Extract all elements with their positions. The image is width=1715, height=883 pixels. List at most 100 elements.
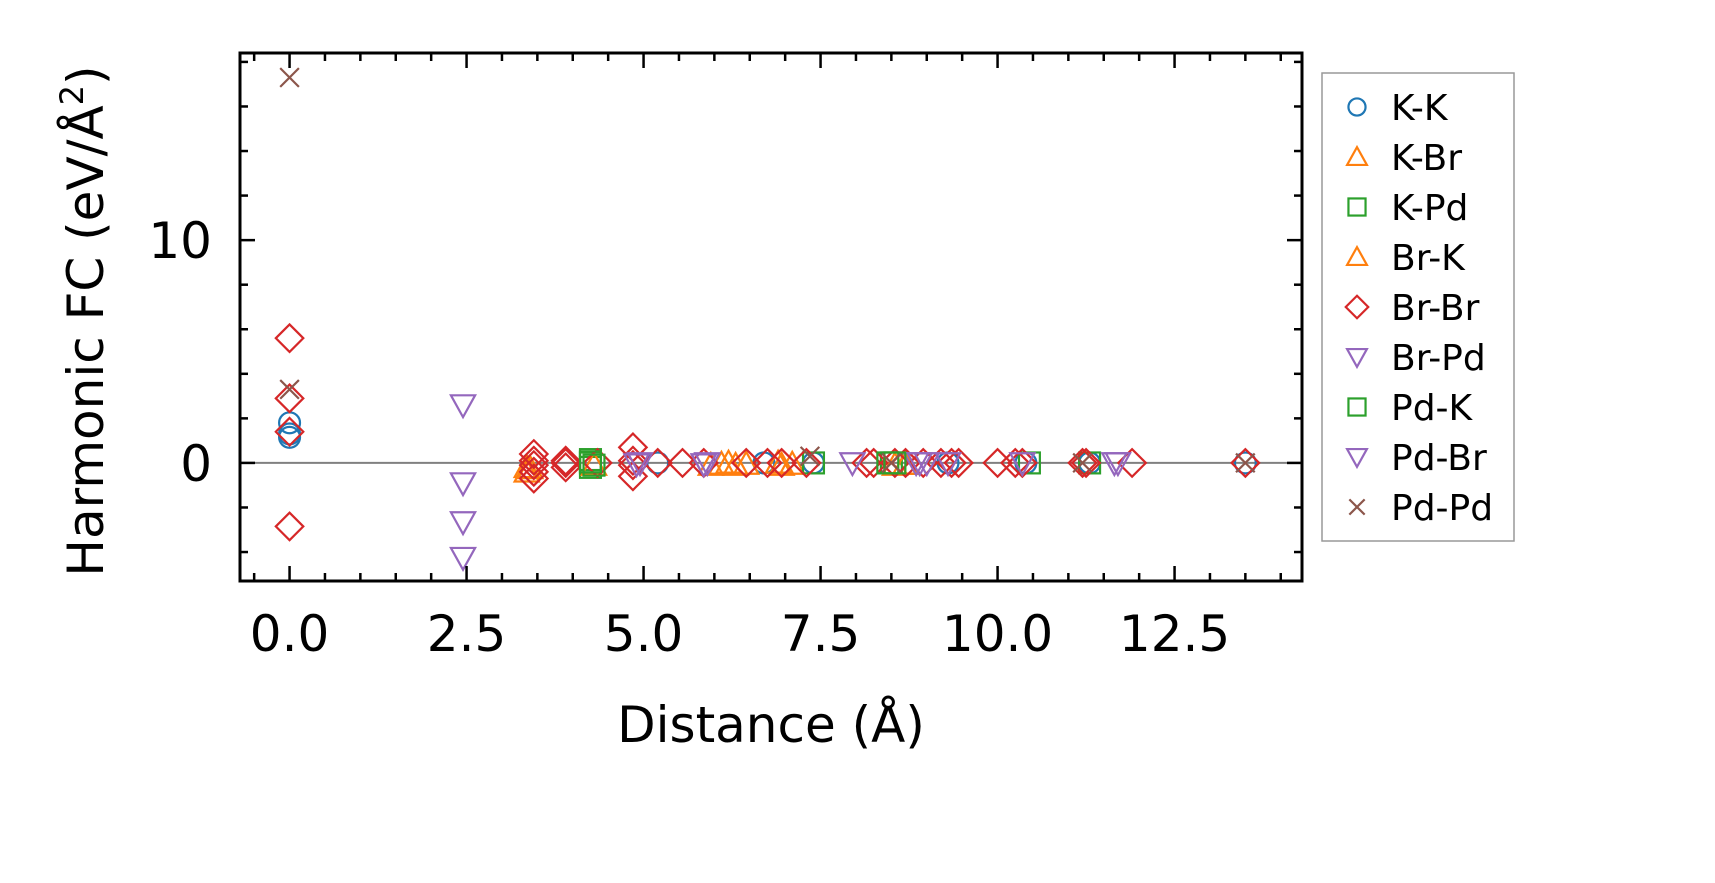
y-axis-title-main: Harmonic FC (eV/Å (57, 105, 115, 576)
data-point-pd-pd (279, 379, 300, 400)
data-point-k-br (721, 450, 750, 476)
data-point-k-br (767, 450, 796, 476)
data-point-k-br (778, 449, 807, 475)
data-point-br-br (943, 447, 974, 479)
data-point-k-k (278, 425, 302, 449)
data-point-br-br (518, 463, 550, 494)
legend-item-br-br: Br-Br (1344, 288, 1480, 329)
series-pd-k (578, 450, 907, 477)
x-tick-label: 5.0 (604, 605, 684, 663)
data-point-pd-pd-stroke (1235, 452, 1256, 474)
legend-item-k-br: K-Br (1345, 138, 1462, 179)
legend-item-pd-br: Pd-Br (1345, 438, 1487, 479)
data-point-br-br (617, 449, 649, 481)
data-point-pd-k (883, 451, 907, 475)
series-br-br (274, 322, 1261, 542)
data-point-pd-pd-stroke (1072, 452, 1093, 474)
data-point-br-pd (449, 546, 477, 572)
data-point-br-br (274, 383, 305, 414)
data-point-pd-pd (279, 67, 300, 88)
legend-item-k-k: K-K (1347, 88, 1449, 129)
series-pd-pd (279, 67, 1256, 474)
tick-labels: 0.0 2.5 5.0 7.5 10.0 12.5 0 10 (148, 212, 1230, 663)
legend-marker-k-k (1347, 97, 1367, 117)
data-point-br-br (518, 449, 550, 481)
data-point-pd-pd-stroke (881, 452, 902, 474)
data-point-pd-pd-stroke (279, 67, 300, 88)
y-axis-title: Harmonic FC (eV/Å2) (53, 65, 115, 576)
data-point-br-br (518, 438, 550, 470)
data-point-br-br (766, 447, 797, 479)
data-point-pd-br (905, 452, 934, 478)
data-point-br-br (274, 416, 305, 448)
legend-item-pd-k: Pd-K (1347, 388, 1474, 429)
data-point-br-pd (934, 452, 962, 478)
data-point-br-br (274, 511, 305, 542)
legend-label-k-k: K-K (1391, 88, 1449, 129)
legend-marker-br-k (1345, 244, 1369, 267)
y-tick-label: 0 (180, 435, 212, 493)
legend-item-br-pd: Br-Pd (1345, 338, 1486, 379)
data-point-pd-pd-stroke (799, 446, 821, 467)
legend: K-K K-Br K-Pd Br-K Br-Br Br-Pd Pd-K Pd-Br Pd-Pd (1321, 72, 1515, 542)
y-axis-title-superscript: 2 (53, 85, 91, 105)
data-point-br-br (999, 447, 1031, 479)
x-tick-label: 0.0 (250, 605, 330, 663)
series-pd-br (626, 452, 1129, 479)
legend-label-pd-pd: Pd-Pd (1391, 488, 1493, 529)
data-point-br-br (667, 447, 698, 479)
legend-marker-pd-br (1345, 447, 1369, 470)
legend-item-k-pd: K-Pd (1347, 188, 1468, 229)
legend-label-k-pd: K-Pd (1391, 188, 1468, 229)
axis-ticks (240, 53, 1302, 581)
data-point-br-br (851, 447, 882, 479)
data-point-pd-br (626, 452, 654, 478)
legend-marker-k-br (1345, 144, 1369, 167)
data-point-br-pd (622, 453, 651, 479)
data-point-br-pd (838, 452, 867, 478)
data-point-br-br (518, 445, 550, 477)
data-point-br-br (752, 447, 783, 479)
plot-frame (238, 51, 1304, 583)
legend-label-br-pd: Br-Pd (1391, 338, 1486, 379)
data-point-pd-k (578, 450, 603, 474)
data-point-br-br (936, 447, 967, 479)
legend-item-pd-pd: Pd-Pd (1348, 488, 1493, 529)
data-point-pd-k (582, 453, 606, 477)
data-point-pd-pd-stroke (279, 379, 300, 400)
legend-marker-br-br (1344, 294, 1370, 320)
series-br-pd (449, 394, 1132, 572)
legend-label-pd-k: Pd-K (1391, 388, 1474, 429)
data-point-br-br (550, 452, 581, 483)
legend-marker-pd-pd-stroke (1348, 498, 1366, 516)
legend-label-br-br: Br-Br (1391, 288, 1480, 329)
data-point-br-br (274, 322, 305, 354)
legend-item-br-k: Br-K (1345, 238, 1466, 279)
data-point-br-br (1067, 447, 1098, 479)
data-point-br-pd (449, 394, 477, 420)
data-point-pd-pd (881, 452, 902, 474)
data-point-br-br (550, 447, 581, 479)
data-point-br-pd (449, 472, 477, 498)
x-tick-label: 12.5 (1119, 605, 1230, 663)
legend-label-k-br: K-Br (1391, 138, 1462, 179)
data-point-pd-br (689, 453, 718, 479)
data-point-pd-pd (799, 446, 821, 467)
data-point-k-br (707, 449, 736, 475)
data-point-br-pd (1008, 452, 1037, 478)
x-tick-label: 7.5 (781, 605, 861, 663)
data-point-br-br (550, 445, 581, 477)
legend-marker-pd-pd (1348, 498, 1366, 516)
data-point-br-br (518, 456, 550, 488)
data-point-pd-pd (1235, 452, 1256, 474)
data-point-br-br (617, 445, 649, 477)
data-point-br-br (1230, 447, 1261, 479)
data-point-pd-pd (1072, 452, 1093, 474)
legend-label-br-k: Br-K (1391, 238, 1466, 279)
legend-marker-k-pd (1347, 197, 1367, 217)
data-point-br-br (858, 447, 889, 479)
data-point-br-pd (693, 452, 722, 478)
x-axis-title: Distance (Å) (617, 696, 925, 754)
data-point-br-br (730, 447, 762, 479)
